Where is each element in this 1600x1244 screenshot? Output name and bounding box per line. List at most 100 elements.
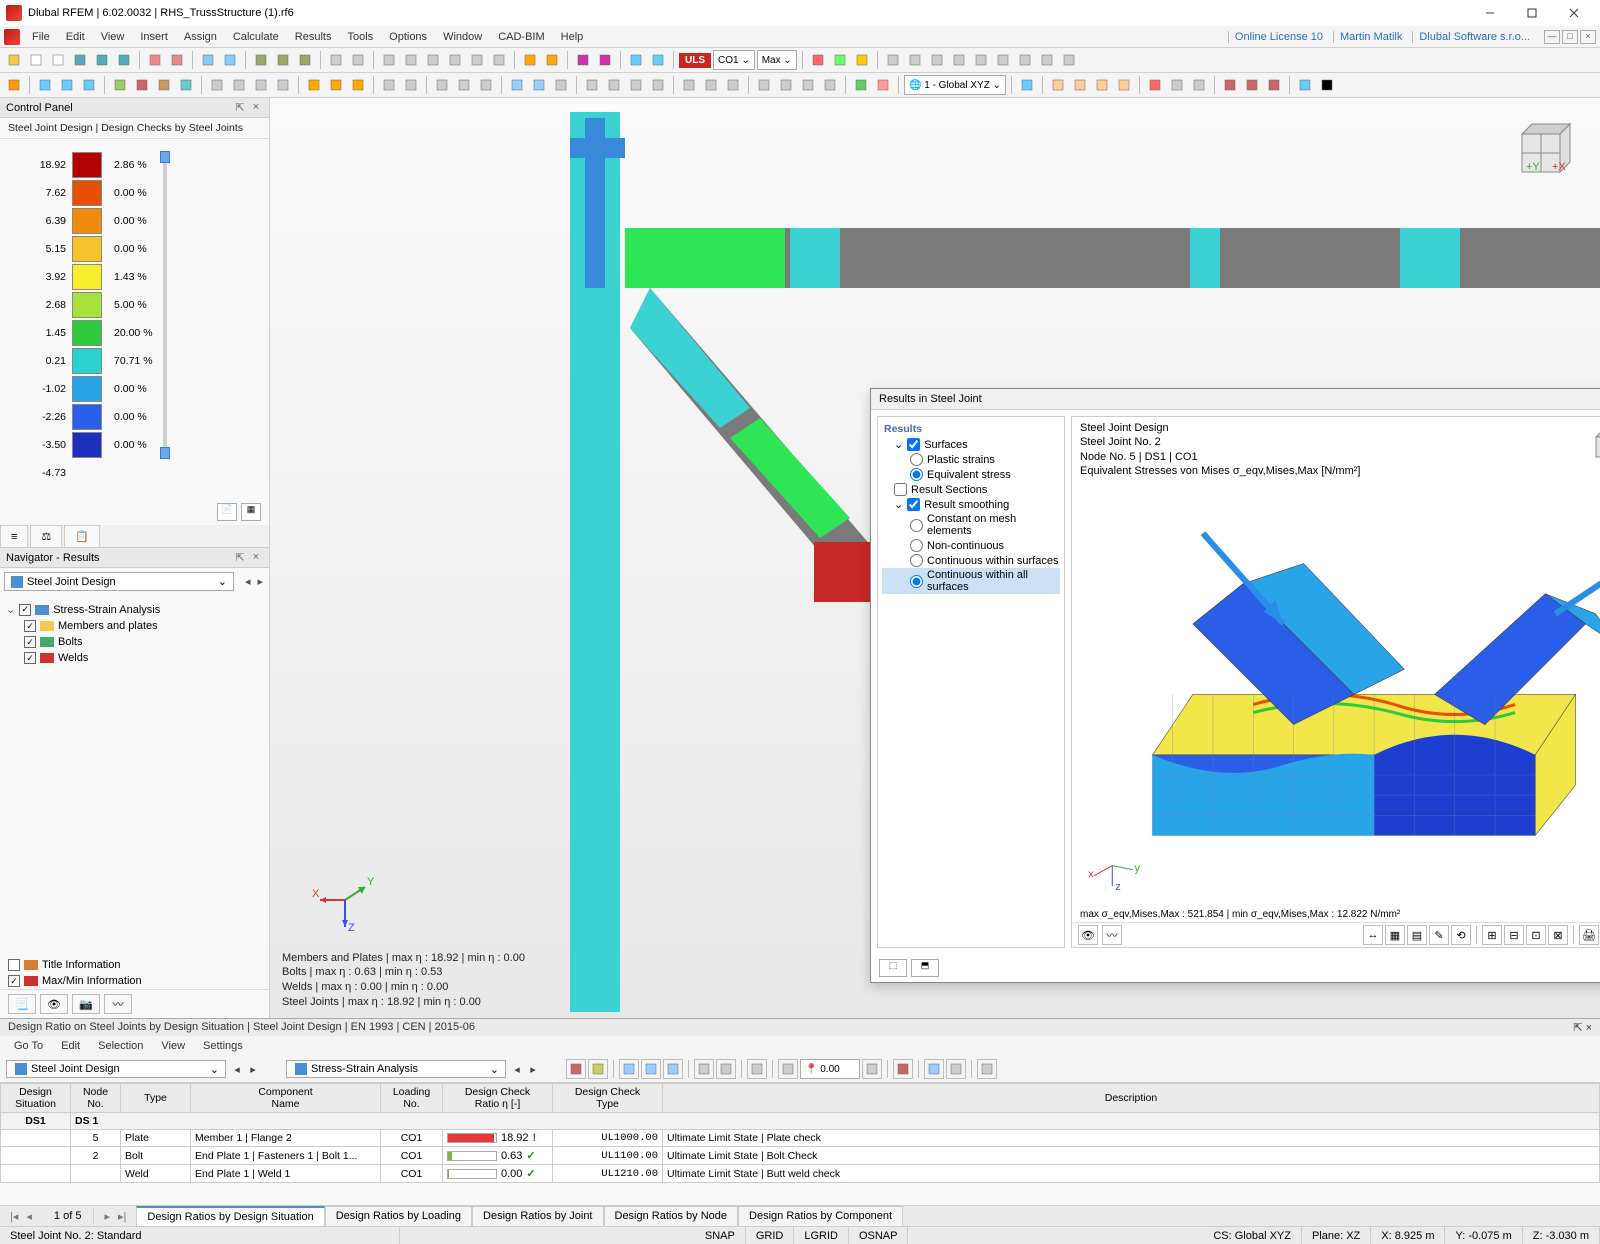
toolbar-btn[interactable] (701, 75, 721, 95)
opt-s3[interactable]: Continuous within surfaces (882, 553, 1060, 568)
nav-prev[interactable]: ◂ (242, 575, 254, 588)
bli-4[interactable]: 〰 (104, 994, 132, 1014)
results-menu-go-to[interactable]: Go To (6, 1038, 51, 1054)
results-tab[interactable]: Design Ratios by Component (738, 1206, 903, 1226)
toolbar-btn[interactable] (326, 50, 346, 70)
toolbar-btn[interactable] (1048, 75, 1068, 95)
results-menu-selection[interactable]: Selection (90, 1038, 151, 1054)
toolbar-btn[interactable] (176, 75, 196, 95)
menu-window[interactable]: Window (435, 29, 490, 45)
toolbar-btn[interactable] (851, 75, 871, 95)
view-cube[interactable]: +X+Y (1502, 112, 1580, 190)
toolbar-btn[interactable] (883, 50, 903, 70)
left-tab-0[interactable]: ≡ (0, 525, 28, 547)
dlg-ext-1[interactable]: ⬚ (879, 959, 907, 977)
toolbar-btn[interactable] (92, 50, 112, 70)
opt-s1[interactable]: Constant on mesh elements (882, 512, 1060, 538)
toolbar-btn[interactable] (595, 50, 615, 70)
table-row[interactable]: 5PlateMember 1 | Flange 2CO118.92!UL1000… (1, 1130, 1600, 1147)
toolbar-btn[interactable] (1059, 50, 1079, 70)
dlg-tb-6[interactable]: ⊞ (1482, 925, 1502, 945)
menu-tools[interactable]: Tools (339, 29, 381, 45)
toolbar-btn[interactable] (1092, 75, 1112, 95)
tree-root[interactable]: ⌄ ✓ Stress-Strain Analysis (6, 601, 263, 618)
toolbar-btn[interactable] (573, 50, 593, 70)
axis-gizmo[interactable]: XYZ (310, 865, 380, 938)
results-dd-1[interactable]: Steel Joint Design (6, 1060, 226, 1078)
nav-next[interactable]: ▸ (257, 575, 269, 588)
toolbar-btn[interactable] (1317, 75, 1337, 95)
toolbar-btn[interactable] (905, 50, 925, 70)
results-tab[interactable]: Design Ratios by Joint (472, 1206, 603, 1226)
toolbar-btn[interactable] (808, 50, 828, 70)
opt-maxmin-info[interactable]: ✓ Max/Min Information (0, 973, 269, 989)
tree-item[interactable]: ✓Members and plates (6, 618, 263, 634)
toolbar-btn[interactable] (207, 75, 227, 95)
toolbar-btn[interactable] (776, 75, 796, 95)
toolbar-btn[interactable] (48, 50, 68, 70)
toolbar-btn[interactable] (830, 50, 850, 70)
dlg-tb-4[interactable]: ✎ (1429, 925, 1449, 945)
grid-header[interactable]: LoadingNo. (381, 1084, 443, 1113)
toolbar-btn[interactable] (507, 75, 527, 95)
grid-header[interactable]: Type (121, 1084, 191, 1113)
toolbar-btn[interactable] (1167, 75, 1187, 95)
mdi-minimize[interactable]: — (1544, 30, 1560, 44)
toolbar-btn[interactable] (993, 50, 1013, 70)
results-value-box[interactable]: 📍 0.00 (800, 1059, 860, 1079)
tree-item[interactable]: ✓Bolts (6, 634, 263, 650)
toolbar-btn[interactable] (110, 75, 130, 95)
dlg-tb-1[interactable]: ↔ (1363, 925, 1383, 945)
bli-3[interactable]: 📷 (72, 994, 100, 1014)
toolbar-btn[interactable] (432, 75, 452, 95)
toolbar-btn[interactable] (57, 75, 77, 95)
results-tool[interactable] (641, 1059, 661, 1079)
toolbar-btn[interactable] (167, 50, 187, 70)
sel-dropdown[interactable]: Max ⌄ (757, 50, 797, 70)
status-snap[interactable]: SNAP (695, 1227, 746, 1244)
app-icon[interactable] (4, 29, 20, 45)
toolbar-btn[interactable] (1070, 75, 1090, 95)
results-tool[interactable] (619, 1059, 639, 1079)
grid-header[interactable]: NodeNo. (71, 1084, 121, 1113)
menu-insert[interactable]: Insert (132, 29, 176, 45)
results-tab[interactable]: Design Ratios by Loading (325, 1206, 472, 1226)
toolbar-btn[interactable] (476, 75, 496, 95)
tab-nav-first[interactable]: |◂ (10, 1210, 18, 1223)
opt-equiv[interactable]: Equivalent stress (882, 467, 1060, 482)
toolbar-btn[interactable] (949, 50, 969, 70)
results-tool[interactable] (924, 1059, 944, 1079)
menu-file[interactable]: File (24, 29, 58, 45)
status-lgrid[interactable]: LGRID (794, 1227, 849, 1244)
ra-next[interactable]: ▸ (246, 1063, 260, 1076)
toolbar-btn[interactable] (295, 50, 315, 70)
menu-results[interactable]: Results (287, 29, 340, 45)
toolbar-btn[interactable] (251, 75, 271, 95)
ra-prev[interactable]: ◂ (230, 1063, 244, 1076)
toolbar-btn[interactable] (1037, 50, 1057, 70)
toolbar-btn[interactable] (1264, 75, 1284, 95)
results-menu-settings[interactable]: Settings (195, 1038, 251, 1054)
tab-nav-last[interactable]: ▸| (118, 1210, 126, 1223)
table-row[interactable]: WeldEnd Plate 1 | Weld 1CO10.00✓UL1210.0… (1, 1165, 1600, 1183)
menu-assign[interactable]: Assign (176, 29, 225, 45)
opt-sections[interactable]: Result Sections (882, 482, 1060, 497)
toolbar-btn[interactable] (1145, 75, 1165, 95)
toolbar-btn[interactable] (551, 75, 571, 95)
menu-cad-bim[interactable]: CAD-BIM (490, 29, 552, 45)
maximize-button[interactable] (1512, 1, 1552, 25)
grid-header[interactable]: ComponentName (191, 1084, 381, 1113)
dlg-tb-7[interactable]: ⊟ (1504, 925, 1524, 945)
results-grid[interactable]: DesignSituationNodeNo.TypeComponentNameL… (0, 1082, 1600, 1205)
legend-btn-1[interactable]: 📄 (217, 503, 237, 521)
grid-header[interactable]: Design CheckRatio η [-] (443, 1084, 553, 1113)
toolbar-btn[interactable] (326, 75, 346, 95)
toolbar-btn[interactable] (4, 50, 24, 70)
toolbar-btn[interactable] (445, 50, 465, 70)
toolbar-btn[interactable] (273, 75, 293, 95)
opt-plastic[interactable]: Plastic strains (882, 452, 1060, 467)
tab-nav-prev[interactable]: ◂ (26, 1210, 32, 1223)
results-tool[interactable] (778, 1059, 798, 1079)
toolbar-btn[interactable] (798, 75, 818, 95)
results-menu-view[interactable]: View (153, 1038, 193, 1054)
